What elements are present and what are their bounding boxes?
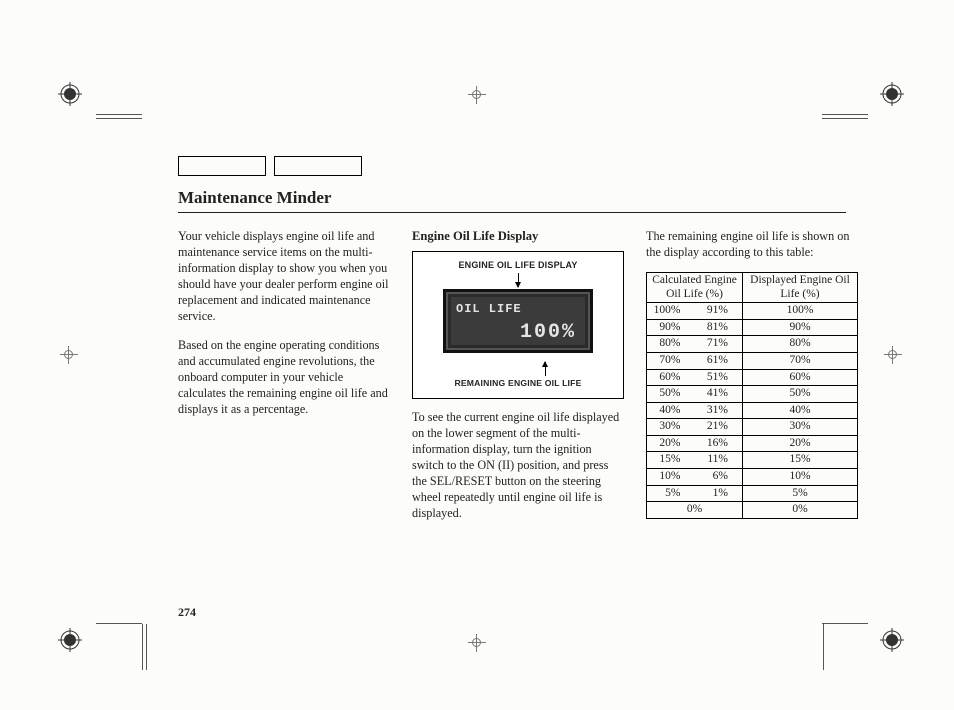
crop-mark-icon (822, 114, 868, 115)
table-header: Displayed Engine Oil Life (%) (743, 273, 858, 303)
table-cell: 6% (695, 468, 743, 485)
registration-mark-icon (880, 82, 904, 106)
table-cell: 80% (743, 336, 858, 353)
crop-mark-icon (96, 118, 142, 119)
column-1: Your vehicle displays engine oil life an… (178, 228, 390, 533)
crop-mark-icon (96, 623, 142, 624)
column-3: The remaining engine oil life is shown o… (646, 228, 858, 533)
crop-mark-icon (146, 624, 147, 670)
table-cell: 90% (743, 319, 858, 336)
table-cell: 70% (647, 353, 695, 370)
crop-mark-icon (822, 623, 868, 624)
header-box (274, 156, 362, 176)
page: Maintenance Minder Your vehicle displays… (0, 0, 954, 710)
body-text: The remaining engine oil life is shown o… (646, 228, 858, 260)
table-cell: 51% (695, 369, 743, 386)
table-cell: 16% (695, 435, 743, 452)
table-cell: 40% (743, 402, 858, 419)
figure-label-top: ENGINE OIL LIFE DISPLAY (423, 260, 613, 272)
header-placeholder-boxes (178, 156, 362, 176)
crosshair-icon (60, 346, 78, 364)
table-cell: 1% (695, 485, 743, 502)
page-number: 274 (178, 605, 196, 620)
registration-mark-icon (58, 82, 82, 106)
registration-mark-icon (880, 628, 904, 652)
body-text: Your vehicle displays engine oil life an… (178, 228, 390, 325)
table-cell: 30% (647, 419, 695, 436)
table-row: 30%21%30% (647, 419, 858, 436)
table-cell: 100% (743, 303, 858, 320)
arrow-down-icon (518, 273, 519, 287)
title-rule (178, 212, 846, 213)
registration-mark-icon (58, 628, 82, 652)
table-cell: 60% (647, 369, 695, 386)
table-cell: 100% (647, 303, 695, 320)
table-row: 80%71%80% (647, 336, 858, 353)
crop-mark-icon (822, 118, 868, 119)
table-row: 100%91%100% (647, 303, 858, 320)
table-cell: 90% (647, 319, 695, 336)
table-cell: 5% (647, 485, 695, 502)
table-cell: 60% (743, 369, 858, 386)
column-2: Engine Oil Life Display ENGINE OIL LIFE … (412, 228, 624, 533)
content-columns: Your vehicle displays engine oil life an… (178, 228, 858, 533)
table-row: 60%51%60% (647, 369, 858, 386)
oil-life-table-body: 100%91%100%90%81%90%80%71%80%70%61%70%60… (647, 303, 858, 518)
table-cell: 0% (647, 502, 743, 519)
table-cell: 61% (695, 353, 743, 370)
table-cell: 91% (695, 303, 743, 320)
body-text: To see the current engine oil life displ… (412, 409, 624, 522)
crop-mark-icon (823, 624, 824, 670)
crosshair-icon (468, 634, 486, 652)
table-row: 90%81%90% (647, 319, 858, 336)
table-cell: 21% (695, 419, 743, 436)
table-row: 0%0% (647, 502, 858, 519)
table-cell: 0% (743, 502, 858, 519)
lcd-value: 100% (520, 320, 576, 346)
crosshair-icon (468, 86, 486, 104)
table-cell: 30% (743, 419, 858, 436)
page-title: Maintenance Minder (178, 188, 846, 211)
table-row: 20%16%20% (647, 435, 858, 452)
lcd-title: OIL LIFE (456, 302, 522, 318)
table-cell: 81% (695, 319, 743, 336)
table-row: 15%11%15% (647, 452, 858, 469)
lcd-screen: OIL LIFE 100% (443, 289, 593, 353)
header-box (178, 156, 266, 176)
table-cell: 41% (695, 386, 743, 403)
table-row: 70%61%70% (647, 353, 858, 370)
crop-mark-icon (96, 114, 142, 115)
crosshair-icon (884, 346, 902, 364)
table-cell: 11% (695, 452, 743, 469)
table-cell: 50% (743, 386, 858, 403)
table-cell: 5% (743, 485, 858, 502)
table-row: 50%41%50% (647, 386, 858, 403)
table-cell: 20% (647, 435, 695, 452)
oil-life-figure: ENGINE OIL LIFE DISPLAY OIL LIFE 100% RE… (412, 251, 624, 399)
table-cell: 15% (743, 452, 858, 469)
section-heading: Engine Oil Life Display (412, 228, 624, 245)
table-cell: 70% (743, 353, 858, 370)
figure-label-bottom: REMAINING ENGINE OIL LIFE (413, 378, 623, 389)
table-cell: 31% (695, 402, 743, 419)
table-cell: 20% (743, 435, 858, 452)
page-title-block: Maintenance Minder (178, 188, 846, 213)
table-cell: 40% (647, 402, 695, 419)
table-header: Calculated Engine Oil Life (%) (647, 273, 743, 303)
table-cell: 10% (743, 468, 858, 485)
table-cell: 10% (647, 468, 695, 485)
body-text: Based on the engine operating conditions… (178, 337, 390, 417)
arrow-up-icon (545, 362, 546, 376)
table-row: 40%31%40% (647, 402, 858, 419)
table-cell: 71% (695, 336, 743, 353)
oil-life-table: Calculated Engine Oil Life (%) Displayed… (646, 272, 858, 518)
table-row: 5%1%5% (647, 485, 858, 502)
crop-mark-icon (142, 624, 143, 670)
table-cell: 50% (647, 386, 695, 403)
table-cell: 15% (647, 452, 695, 469)
table-row: 10%6%10% (647, 468, 858, 485)
table-cell: 80% (647, 336, 695, 353)
